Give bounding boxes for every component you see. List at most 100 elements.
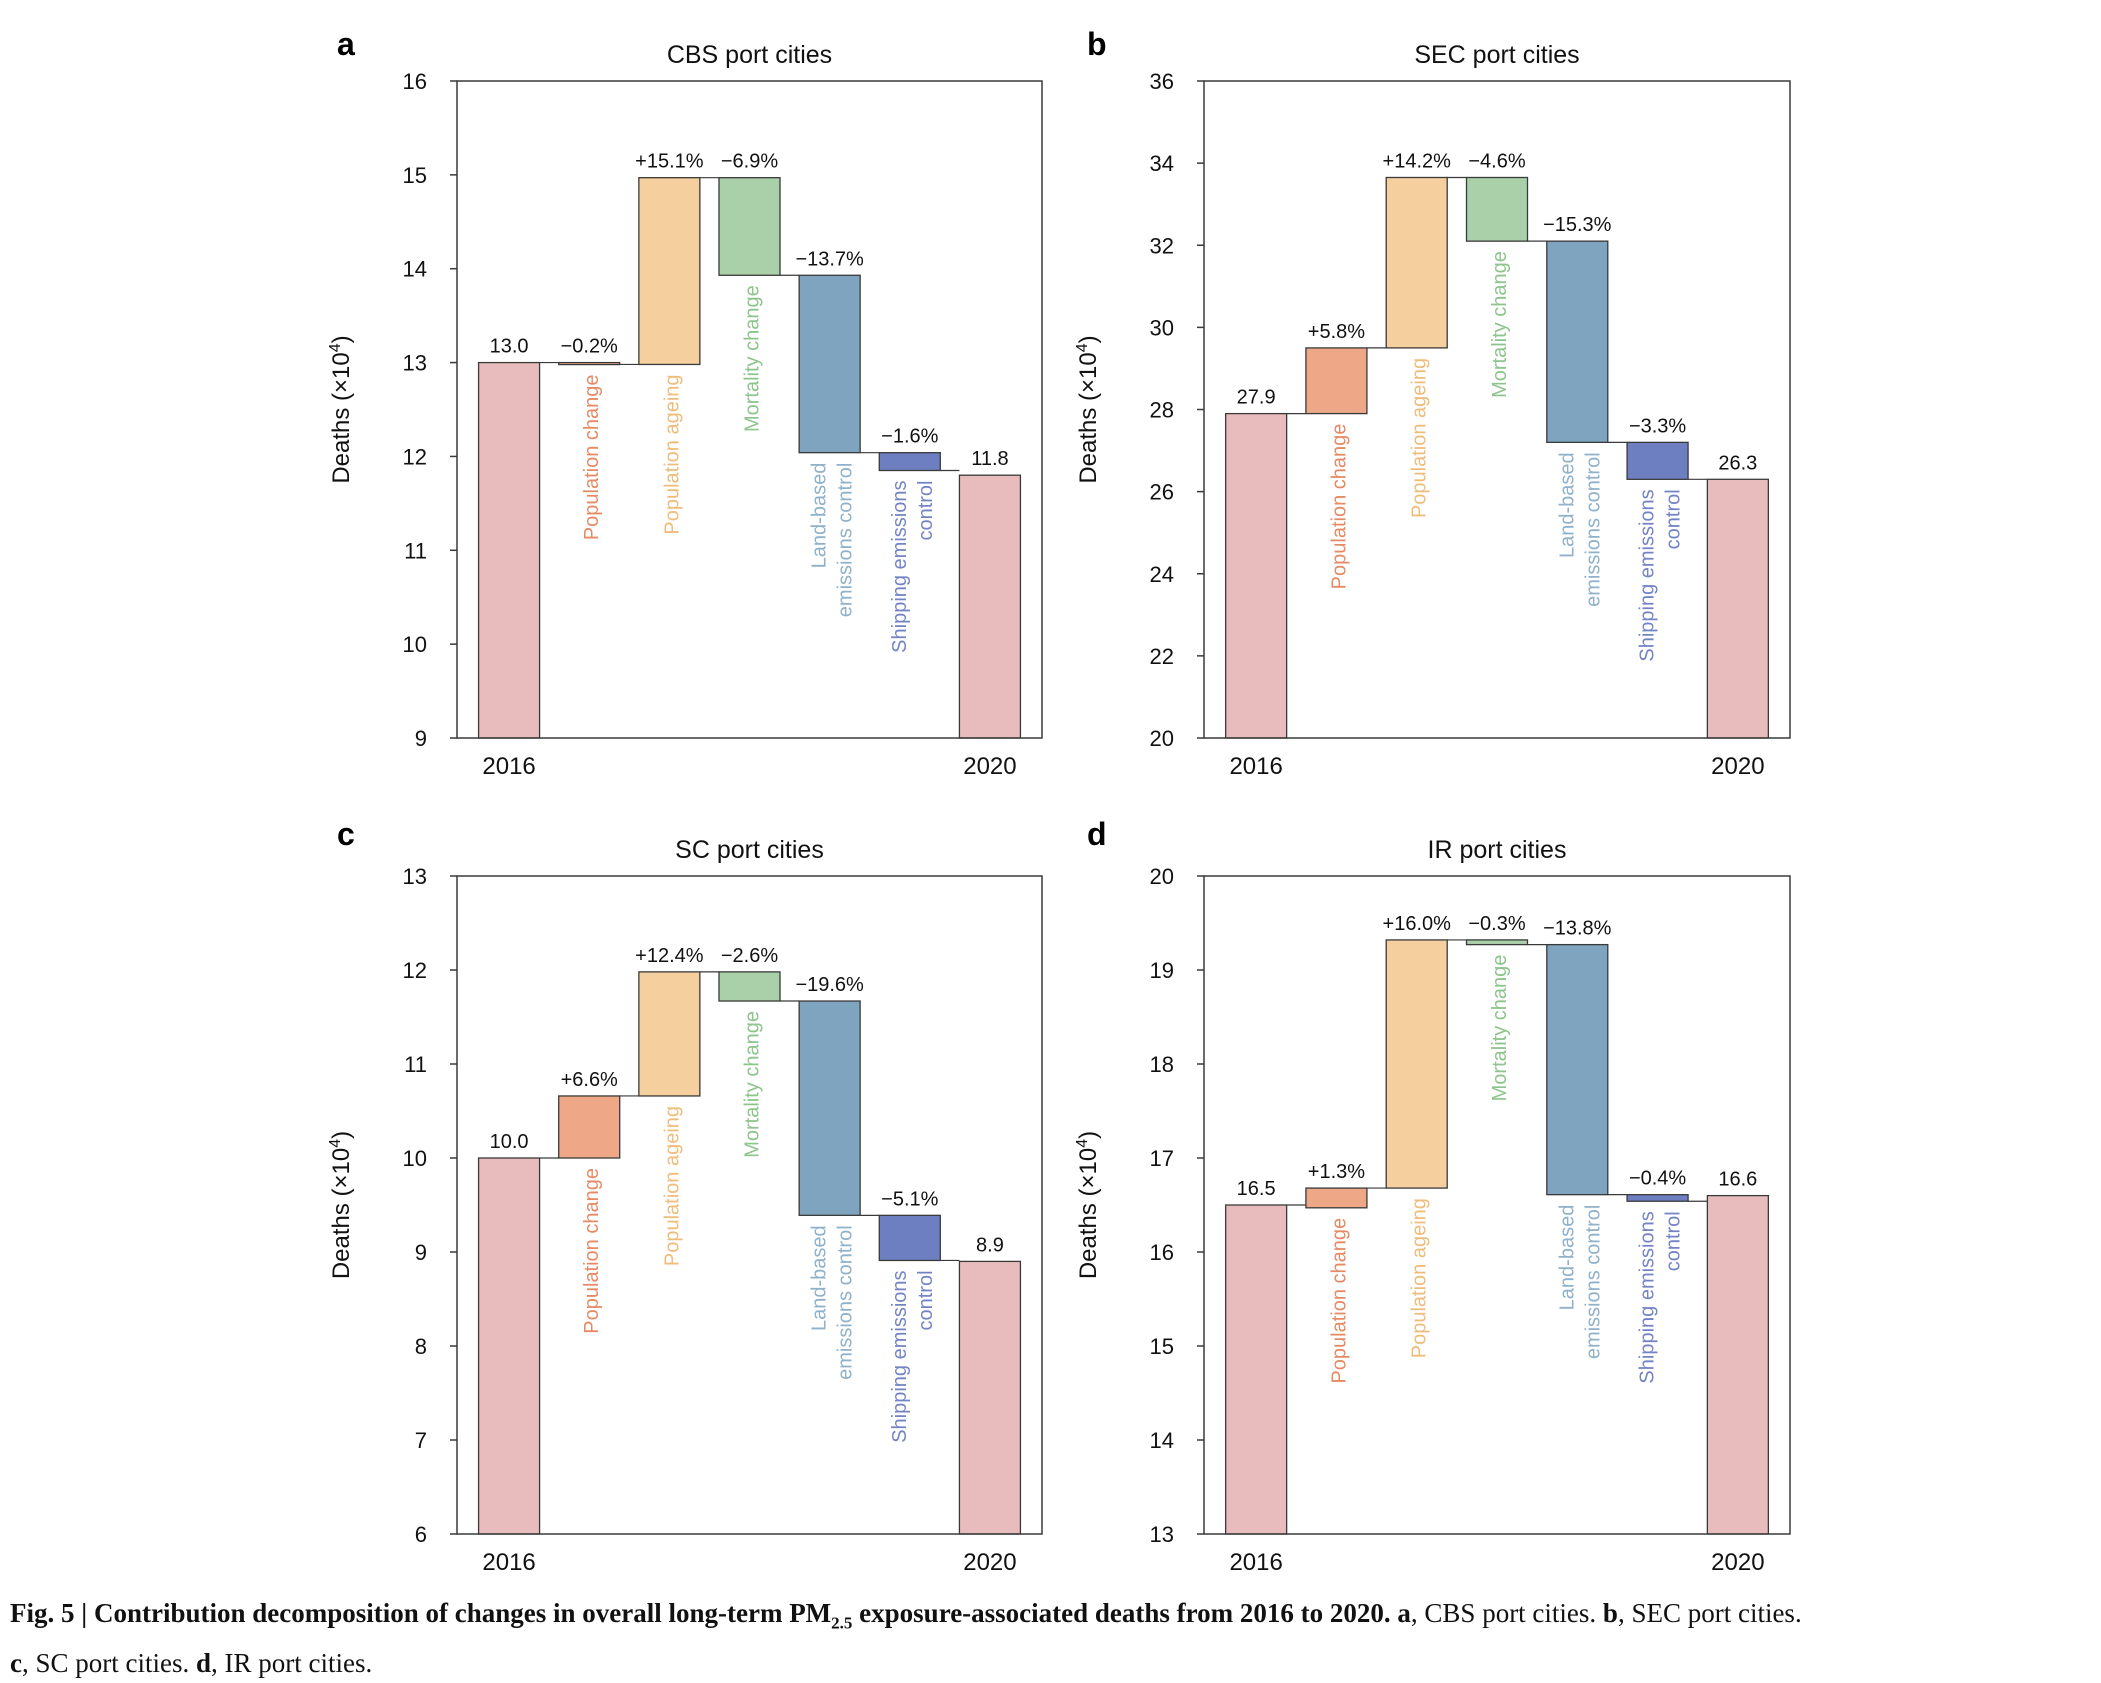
caption-text-a: , CBS port cities. [1410,1598,1603,1628]
bar-2020 [1706,478,1770,739]
y-tick-label: 26 [1150,480,1174,505]
data-label: −13.7% [795,248,864,270]
chart-title: SC port cities [675,836,824,864]
data-label: +15.1% [635,151,704,173]
x-label-2020: 2020 [963,753,1016,780]
x-label-2020: 2020 [1711,1549,1764,1576]
bar-shipping [1626,1194,1689,1202]
y-tick-label: 8 [415,1334,427,1359]
bar-mortality [718,177,781,276]
bar-pop-change [1305,347,1368,415]
bar-2016 [1224,1204,1288,1535]
data-label: −0.4% [1629,1168,1686,1190]
category-label: Mortality change [1489,955,1511,1102]
data-label: −19.6% [795,974,864,996]
bar-2016 [1224,412,1288,739]
category-label: Land-based emissions control [809,463,857,618]
y-tick-label: 14 [1150,1428,1174,1453]
bar-2020 [958,1260,1022,1535]
bar-land [798,1000,861,1216]
y-tick-label: 36 [1150,69,1174,94]
category-label: Shipping emissions control [889,481,937,653]
data-label: 27.9 [1237,387,1276,409]
y-tick-label: 30 [1150,315,1174,340]
category-label: Land-based emissions control [1556,1205,1604,1360]
panel-letter: c [337,816,355,852]
data-label: −3.3% [1629,415,1686,437]
y-tick-label: 22 [1150,644,1174,669]
data-label: 11.8 [971,448,1008,470]
data-label: 16.6 [1718,1169,1757,1191]
category-label: Population ageing [661,374,683,534]
data-label: 26.3 [1718,452,1757,474]
bar-pop-change [1305,1187,1368,1209]
chart-title: CBS port cities [667,41,832,69]
y-tick-label: 11 [404,1052,427,1077]
y-tick-label: 10 [403,632,427,657]
x-label-2016: 2016 [482,1549,535,1576]
data-label: −0.3% [1468,913,1525,935]
y-axis-label: Deaths (×104) [327,1131,355,1279]
data-label: −0.2% [561,336,618,358]
bar-mortality [718,971,781,1002]
y-tick-label: 6 [415,1522,427,1547]
data-label: −5.1% [881,1188,938,1210]
y-tick-label: 11 [404,538,427,563]
y-tick-label: 32 [1150,233,1174,258]
bar-shipping [1626,441,1689,480]
bar-pop-ageing [1385,176,1448,349]
y-tick-label: 20 [1150,726,1174,751]
panel-letter: a [337,26,355,62]
data-label: −6.9% [721,151,778,173]
panel-d: d IR port cities 13 14 15 16 17 18 19 20 Deaths (×… [1074,816,1791,1576]
category-label: Land-based emissions control [809,1225,857,1380]
data-label: +16.0% [1383,913,1452,935]
data-label: −15.3% [1543,214,1612,236]
x-label-2016: 2016 [1229,1549,1282,1576]
data-label: 13.0 [490,336,529,358]
category-label: Shipping emissions control [1637,489,1685,661]
y-tick-label: 28 [1150,398,1174,423]
bar-2020 [958,474,1022,739]
y-tick-label: 13 [403,351,427,376]
y-axis-label: Deaths (×104) [1074,1131,1102,1279]
panel-c: c SC port cities 6 7 8 9 10 11 12 13 Deaths (×104)… [327,816,1043,1576]
y-tick-label: 14 [403,257,427,282]
caption-bold-post: exposure-associated deaths from 2016 to … [852,1598,1391,1628]
plot-frame [456,80,1043,739]
panel-a: a CBS port cities 9 10 11 12 13 14 15 16 Deaths (×… [327,26,1043,780]
y-tick-label: 9 [415,726,427,751]
chart-title: IR port cities [1428,836,1567,864]
y-tick-label: 10 [403,1146,427,1171]
data-label: −2.6% [721,945,778,967]
y-tick-label: 15 [403,163,427,188]
y-tick-label: 13 [403,864,427,889]
bar-land [1546,240,1609,444]
y-tick-label: 12 [403,958,427,983]
data-label: +14.2% [1383,150,1452,172]
bar-2016 [477,1157,541,1535]
category-label: Mortality change [742,1011,764,1158]
category-label: Shipping emissions control [889,1270,937,1442]
category-label: Population change [1328,1218,1350,1384]
caption-text-c: , SC port cities. [21,1648,196,1679]
caption-letter-c: c [10,1648,22,1679]
figure: a CBS port cities 9 10 11 12 13 14 15 16 Deaths (×… [327,26,1791,1576]
y-tick-label: 15 [1150,1334,1174,1359]
y-tick-label: 16 [1150,1240,1174,1265]
category-label: Mortality change [1489,251,1511,398]
y-tick-label: 16 [403,69,427,94]
bar-shipping [878,452,941,472]
category-label: Land-based emissions control [1556,452,1604,607]
data-label: +12.4% [635,945,704,967]
data-label: +5.8% [1308,321,1365,343]
y-tick-label: 20 [1150,864,1174,889]
caption-subscript: 2.5 [831,1613,853,1633]
caption-text-d: , IR port cities. [211,1648,373,1679]
y-tick-label: 7 [415,1428,427,1453]
chart-title: SEC port cities [1414,41,1579,69]
bar-mortality [1465,939,1529,946]
data-label: −13.8% [1543,918,1612,940]
bar-pop-ageing [638,971,701,1097]
x-label-2020: 2020 [963,1549,1016,1576]
